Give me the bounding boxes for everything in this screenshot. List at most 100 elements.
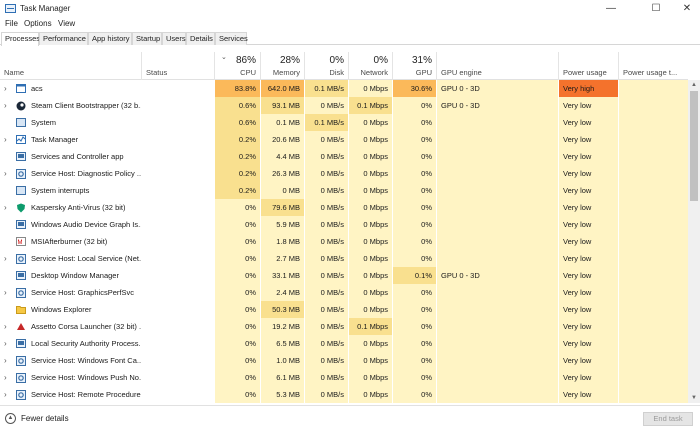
vertical-scrollbar[interactable]: ▲ ▼ bbox=[688, 80, 700, 403]
cell-status bbox=[141, 216, 214, 233]
process-name: System interrupts bbox=[31, 186, 90, 195]
process-row[interactable]: Windows Audio Device Graph Is... 0% 5.9 MB… bbox=[0, 216, 688, 233]
cell-status bbox=[141, 165, 214, 182]
expand-chevron-icon[interactable]: › bbox=[4, 135, 7, 144]
process-name: Services and Controller app bbox=[31, 152, 124, 161]
tab-services[interactable]: Services bbox=[215, 32, 248, 45]
process-row[interactable]: › Service Host: Local Service (Net... 0% 2.… bbox=[0, 250, 688, 267]
expand-chevron-icon[interactable]: › bbox=[4, 373, 7, 382]
tab-users[interactable]: Users bbox=[162, 32, 186, 45]
process-row[interactable]: › Service Host: Windows Push No... 0% 6.1 M… bbox=[0, 369, 688, 386]
tab-performance[interactable]: Performance bbox=[39, 32, 88, 45]
process-row[interactable]: System interrupts 0.2% 0 MB 0 MB/s 0 Mbps 0% V… bbox=[0, 182, 688, 199]
expand-chevron-icon[interactable]: › bbox=[4, 254, 7, 263]
cell-memory: 33.1 MB bbox=[260, 267, 304, 284]
process-row[interactable]: Windows Explorer 0% 50.3 MB 0 MB/s 0 Mbps 0% V… bbox=[0, 301, 688, 318]
maximize-button[interactable]: ☐ bbox=[651, 3, 661, 14]
process-row[interactable]: System 0.6% 0.1 MB 0.1 MB/s 0 Mbps 0% Very low bbox=[0, 114, 688, 131]
cell-gpu-engine bbox=[436, 284, 558, 301]
process-row[interactable]: Desktop Window Manager 0% 33.1 MB 0 MB/s 0 M… bbox=[0, 267, 688, 284]
end-task-button[interactable]: End task bbox=[643, 412, 693, 426]
expand-chevron-icon[interactable]: › bbox=[4, 203, 7, 212]
menu-file[interactable]: File bbox=[5, 19, 18, 28]
cell-memory: 5.3 MB bbox=[260, 386, 304, 403]
column-header-power-usage-trend[interactable]: Power usage t... bbox=[618, 52, 688, 80]
process-row[interactable]: Services and Controller app 0.2% 4.4 MB 0 M… bbox=[0, 148, 688, 165]
process-name: Local Security Authority Process... bbox=[31, 339, 141, 348]
process-row[interactable]: › Service Host: GraphicsPerfSvc 0% 2.4 MB 0 … bbox=[0, 284, 688, 301]
cell-disk: 0 MB/s bbox=[304, 267, 348, 284]
process-row[interactable]: › Service Host: Windows Font Ca... 0% 1.0 M… bbox=[0, 352, 688, 369]
tab-app-history[interactable]: App history bbox=[88, 32, 132, 45]
cell-power: Very low bbox=[558, 386, 618, 403]
process-name: MSIAfterburner (32 bit) bbox=[31, 237, 108, 246]
cell-cpu: 0.2% bbox=[214, 131, 260, 148]
process-name: Service Host: Diagnostic Policy ... bbox=[31, 169, 141, 178]
process-row[interactable]: › Task Manager 0.2% 20.6 MB 0 MB/s 0 Mbps 0% Ve… bbox=[0, 131, 688, 148]
process-row[interactable]: M MSIAfterburner (32 bit) 0% 1.8 MB 0 MB/s 0 … bbox=[0, 233, 688, 250]
column-header-disk[interactable]: 0% Disk bbox=[304, 52, 348, 80]
cell-power-trend bbox=[618, 80, 688, 97]
cell-power: Very low bbox=[558, 352, 618, 369]
expand-chevron-icon[interactable]: › bbox=[4, 356, 7, 365]
cell-gpu-engine bbox=[436, 352, 558, 369]
cell-network: 0 Mbps bbox=[348, 335, 392, 352]
minimize-button[interactable]: — bbox=[606, 3, 616, 14]
cell-disk: 0 MB/s bbox=[304, 165, 348, 182]
process-row[interactable]: › Service Host: Remote Procedure... 0% 5.3 … bbox=[0, 386, 688, 403]
expand-chevron-icon[interactable]: › bbox=[4, 390, 7, 399]
column-header-memory[interactable]: 28% Memory bbox=[260, 52, 304, 80]
column-header-row: Name Status ⌄ 86% CPU 28% Memory 0% Disk… bbox=[0, 52, 688, 80]
expand-chevron-icon[interactable]: › bbox=[4, 84, 7, 93]
process-name: Service Host: Windows Push No... bbox=[31, 373, 141, 382]
process-row[interactable]: › acs 83.8% 642.0 MB 0.1 MB/s 0 Mbps 30.6% GPU … bbox=[0, 80, 688, 97]
column-header-power-usage[interactable]: Power usage bbox=[558, 52, 618, 80]
process-row[interactable]: › Service Host: Diagnostic Policy ... 0.2%… bbox=[0, 165, 688, 182]
task-manager-icon bbox=[16, 135, 26, 144]
column-header-cpu[interactable]: ⌄ 86% CPU bbox=[214, 52, 260, 80]
sort-chevron-icon: ⌄ bbox=[221, 54, 227, 61]
cell-gpu-engine bbox=[436, 114, 558, 131]
fewer-details-link[interactable]: Fewer details bbox=[21, 414, 69, 423]
tab-processes[interactable]: Processes bbox=[1, 32, 40, 46]
scroll-down-icon[interactable]: ▼ bbox=[691, 395, 697, 401]
process-name: Desktop Window Manager bbox=[31, 271, 119, 280]
menu-options[interactable]: Options bbox=[24, 19, 52, 28]
cell-power: Very low bbox=[558, 301, 618, 318]
column-header-status[interactable]: Status bbox=[141, 52, 214, 80]
cell-gpu: 0% bbox=[392, 199, 436, 216]
column-header-gpu-engine[interactable]: GPU engine bbox=[436, 52, 558, 80]
cell-cpu: 0% bbox=[214, 216, 260, 233]
expand-chevron-icon[interactable]: › bbox=[4, 101, 7, 110]
cell-status bbox=[141, 352, 214, 369]
cell-memory: 0 MB bbox=[260, 182, 304, 199]
cell-power: Very low bbox=[558, 182, 618, 199]
cell-power-trend bbox=[618, 267, 688, 284]
cell-status bbox=[141, 233, 214, 250]
process-row[interactable]: › Local Security Authority Process... 0% 6.… bbox=[0, 335, 688, 352]
cell-power-trend bbox=[618, 131, 688, 148]
process-row[interactable]: › Kaspersky Anti-Virus (32 bit) 0% 79.6 MB 0… bbox=[0, 199, 688, 216]
column-header-network[interactable]: 0% Network bbox=[348, 52, 392, 80]
menu-view[interactable]: View bbox=[58, 19, 76, 28]
column-header-name[interactable]: Name bbox=[0, 52, 141, 80]
expand-chevron-icon[interactable]: › bbox=[4, 339, 7, 348]
process-row[interactable]: › Assetto Corsa Launcher (32 bit) ... 0% 19… bbox=[0, 318, 688, 335]
expand-chevron-icon[interactable]: › bbox=[4, 169, 7, 178]
expand-chevron-icon[interactable]: › bbox=[4, 322, 7, 331]
tab-startup[interactable]: Startup bbox=[132, 32, 162, 45]
column-header-gpu[interactable]: 31% GPU bbox=[392, 52, 436, 80]
cell-cpu: 0% bbox=[214, 233, 260, 250]
service-icon bbox=[16, 152, 26, 161]
scroll-thumb[interactable] bbox=[690, 91, 698, 201]
close-button[interactable]: ✕ bbox=[682, 3, 692, 14]
cell-cpu: 0% bbox=[214, 352, 260, 369]
chevron-up-icon[interactable]: ▲ bbox=[5, 413, 16, 424]
scroll-up-icon[interactable]: ▲ bbox=[691, 82, 697, 88]
cell-power-trend bbox=[618, 284, 688, 301]
tab-details[interactable]: Details bbox=[186, 32, 215, 45]
expand-chevron-icon[interactable]: › bbox=[4, 288, 7, 297]
cell-gpu: 0% bbox=[392, 335, 436, 352]
process-name: acs bbox=[31, 84, 43, 93]
process-row[interactable]: › Steam Client Bootstrapper (32 b... 0.6% 9… bbox=[0, 97, 688, 114]
